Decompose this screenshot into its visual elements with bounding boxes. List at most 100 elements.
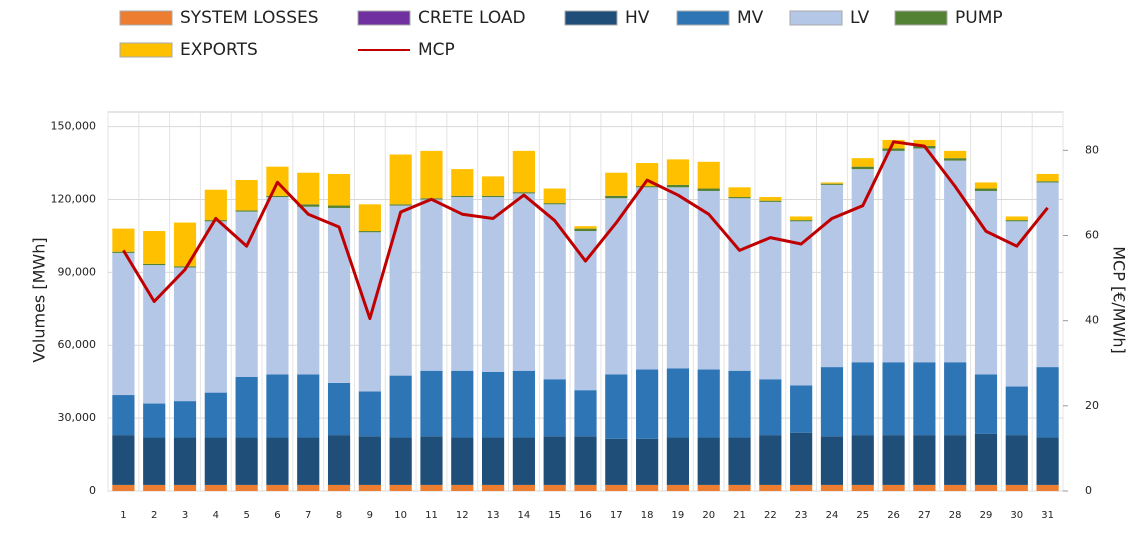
bar-segment: [666, 159, 690, 185]
bar-segment: [543, 203, 566, 205]
bar-segment: [173, 437, 197, 485]
bar-segment: [389, 484, 412, 491]
legend-swatch: [789, 10, 843, 26]
bar-segment: [112, 484, 135, 491]
legend-label: HV: [625, 8, 650, 28]
bar-segment: [389, 375, 412, 438]
bar-segment: [697, 437, 720, 485]
bar-segment: [944, 150, 967, 159]
x-tick-label: 13: [487, 510, 500, 521]
bar-segment: [420, 484, 443, 491]
bar-segment: [358, 436, 381, 485]
bar-segment: [451, 484, 474, 491]
bar-segment: [820, 484, 844, 491]
bar-segment: [913, 148, 936, 363]
bar-segment: [512, 150, 535, 193]
y2-tick-label: 0: [1085, 484, 1092, 497]
x-tick-label: 12: [456, 510, 469, 521]
x-tick-label: 18: [641, 510, 654, 521]
bar-segment: [173, 484, 197, 491]
bar-segment: [666, 184, 690, 188]
bar-segment: [790, 220, 813, 222]
x-tick-label: 21: [733, 510, 746, 521]
x-tick-label: 17: [610, 510, 623, 521]
y2-tick-label: 80: [1085, 143, 1099, 156]
bar-segment: [666, 437, 690, 485]
x-tick-label: 27: [918, 510, 931, 521]
bar-segment: [327, 207, 351, 383]
bar-segment: [512, 370, 535, 438]
y-tick-label: 150,000: [51, 120, 97, 133]
bar-segment: [944, 158, 967, 161]
bar-segment: [481, 371, 505, 438]
bar-segment: [543, 204, 566, 380]
bar-segment: [944, 484, 967, 491]
y2-axis-title: MCP [€/MWh]: [1110, 246, 1129, 354]
legend-label: LV: [850, 8, 870, 28]
bar-segment: [389, 154, 412, 205]
bar-segment: [728, 198, 751, 371]
bar-segment: [882, 362, 905, 436]
bar-segment: [112, 228, 135, 252]
bar-segment: [451, 370, 474, 438]
x-tick-label: 11: [425, 510, 438, 521]
bar-segment: [1005, 435, 1028, 485]
bar-segment: [574, 231, 597, 391]
bar-segment: [913, 435, 936, 485]
bar-segment: [697, 190, 720, 370]
bar-segment: [974, 484, 998, 491]
legend-swatch: [119, 42, 173, 58]
bar-segment: [759, 435, 782, 485]
x-tick-label: 24: [826, 510, 839, 521]
bar-segment: [820, 436, 844, 485]
bar-segment: [666, 484, 690, 491]
bar-segment: [759, 379, 782, 436]
bar-segment: [204, 392, 227, 438]
bar-segment: [297, 204, 320, 207]
bar-segment: [759, 197, 782, 201]
bar-segment: [389, 205, 412, 376]
y-tick-label: 30,000: [58, 411, 97, 424]
bar-segment: [605, 374, 628, 439]
bar-segment: [266, 484, 289, 491]
x-tick-label: 14: [518, 510, 531, 521]
bar-segment: [297, 484, 320, 491]
bar-segment: [327, 435, 351, 485]
bar-segment: [851, 484, 874, 491]
x-tick-label: 4: [213, 510, 219, 521]
bar-segment: [543, 188, 566, 204]
bar-segment: [974, 182, 998, 189]
bar-segment: [851, 158, 874, 167]
bar-segment: [1005, 220, 1028, 222]
bar-segment: [297, 172, 320, 205]
bar-segment: [173, 267, 197, 402]
bar-segment: [204, 189, 227, 221]
legend-label: MV: [737, 8, 764, 28]
bar-segment: [512, 193, 535, 371]
legend-label: MCP: [418, 40, 455, 60]
bar-segment: [420, 370, 443, 437]
x-tick-label: 25: [856, 510, 869, 521]
bar-segment: [143, 263, 166, 266]
bar-segment: [820, 182, 844, 184]
bar-segment: [636, 369, 659, 439]
y-axis-title: Volumes [MWh]: [30, 237, 49, 362]
bar-segment: [1036, 484, 1059, 491]
bar-segment: [790, 216, 813, 221]
bar-segment: [944, 435, 967, 485]
bar-segment: [481, 484, 505, 491]
legend-label: EXPORTS: [180, 40, 258, 60]
bar-segment: [173, 222, 197, 267]
bar-segment: [697, 484, 720, 491]
bar-segment: [143, 403, 166, 438]
bar-segment: [666, 368, 690, 438]
bar-segment: [820, 367, 844, 437]
bar-segment: [820, 183, 844, 185]
bar-segment: [882, 150, 905, 363]
bar-segment: [543, 484, 566, 491]
y-tick-label: 120,000: [51, 192, 97, 205]
bar-segment: [851, 435, 874, 485]
bar-segment: [389, 204, 412, 206]
bar-segment: [974, 374, 998, 434]
bar-segment: [358, 231, 381, 233]
